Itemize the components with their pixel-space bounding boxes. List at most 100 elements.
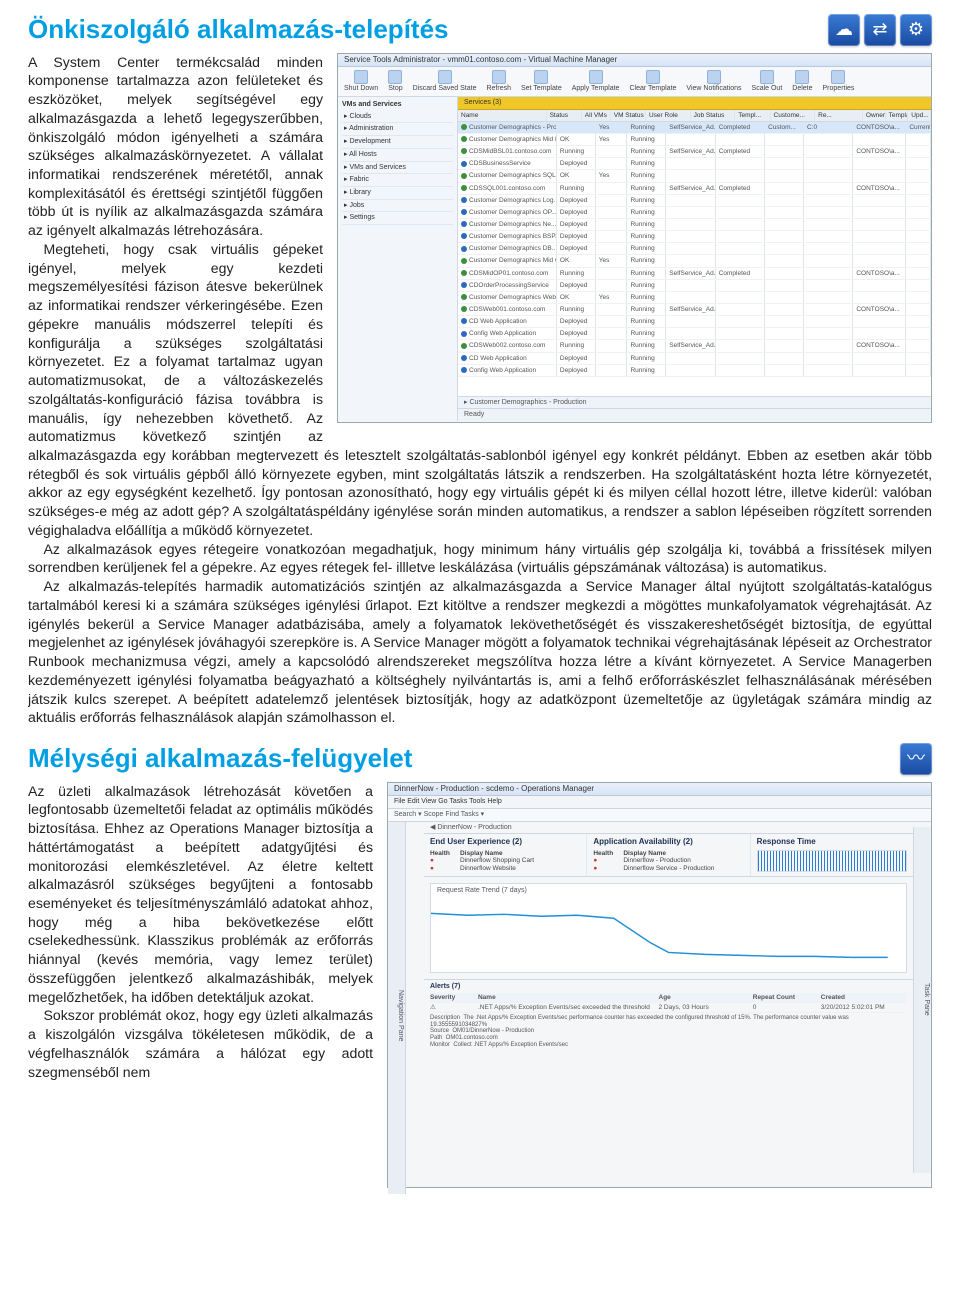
gear-icon: ⚙ <box>900 14 932 46</box>
section1-p4: Az alkalmazás-telepítés harmadik automat… <box>28 577 932 727</box>
ss2-breadcrumb: ◀ DinnerNow - Production <box>424 822 913 835</box>
table-row[interactable]: Customer Demographics DB...DeployedRunni… <box>458 243 931 255</box>
table-row[interactable]: Customer Demographics SQL TierOKYesRunni… <box>458 170 931 182</box>
column-header[interactable]: Upd... <box>908 110 931 121</box>
table-row[interactable]: CDSMidOP01.contoso.comRunningRunningSelf… <box>458 268 931 280</box>
cell: 3/20/2012 5:02:01 PM <box>821 1004 907 1011</box>
table-row[interactable]: Customer Demographics OP...DeployedRunni… <box>458 207 931 219</box>
ss2-alerts: Alerts (7) Severity Name Age Repeat Coun… <box>424 979 913 1051</box>
dashboard-panel: Response Time <box>751 834 913 876</box>
ss2-right-strip: Task Pane <box>913 827 931 1173</box>
col: Repeat Count <box>753 994 813 1001</box>
toolbar-button[interactable]: Scale Out <box>752 70 783 93</box>
nav-item[interactable]: ▸ Administration <box>342 123 453 136</box>
toolbar-button[interactable]: Discard Saved State <box>413 70 477 93</box>
ss2-alerts-title: Alerts (7) <box>430 983 907 991</box>
column-header[interactable]: Status <box>547 110 582 121</box>
toolbar-button[interactable]: Set Template <box>521 70 562 93</box>
table-row[interactable]: Customer Demographics Log...DeployedRunn… <box>458 195 931 207</box>
ss1-nav-title: VMs and Services <box>342 101 453 109</box>
table-row[interactable]: Customer Demographics Mid BSL...OKYesRun… <box>458 134 931 146</box>
section1-p3: Az alkalmazások egyes rétegeire vonatkoz… <box>28 540 932 577</box>
cell: 0 <box>753 1004 813 1011</box>
ss1-grid-rows: Customer Demographics - Producti...YesRu… <box>458 122 931 396</box>
ss1-nav: VMs and Services ▸ Clouds▸ Administratio… <box>338 97 458 421</box>
column-header[interactable]: User Role <box>646 110 691 121</box>
toolbar-button[interactable]: Delete <box>792 70 812 93</box>
table-row[interactable]: CDSWeb002.contoso.comRunningRunningSelfS… <box>458 340 931 352</box>
ss1-grid-header: NameStatusAll VMsVM StatusUser RoleJob S… <box>458 110 931 122</box>
ss2-chart: Request Rate Trend (7 days) <box>430 883 907 973</box>
cloud-icon: ☁ <box>828 14 860 46</box>
section1-title: Önkiszolgáló alkalmazás-telepítés <box>28 12 828 47</box>
table-row[interactable]: CDOrderProcessingServiceDeployedRunning <box>458 280 931 292</box>
table-row[interactable]: CDSMidBSL01.contoso.comRunningRunningSel… <box>458 146 931 158</box>
column-header[interactable]: Owner <box>863 110 886 121</box>
ss2-titlebar: DinnerNow - Production - scdemo - Operat… <box>388 783 931 797</box>
monitor-icon: 〰 <box>900 743 932 775</box>
column-header[interactable]: Re... <box>815 110 863 121</box>
nav-item[interactable]: ▸ Clouds <box>342 111 453 124</box>
toolbar-button[interactable]: Apply Template <box>572 70 620 93</box>
opsmgr-screenshot: DinnerNow - Production - scdemo - Operat… <box>387 782 932 1188</box>
table-row[interactable]: CDSSQL001.contoso.comRunningRunningSelfS… <box>458 183 931 195</box>
table-row[interactable]: Customer Demographics Mid OP...OKYesRunn… <box>458 255 931 267</box>
nav-item[interactable]: ▸ Library <box>342 187 453 200</box>
dashboard-panel: End User Experience (2)HealthDisplay Nam… <box>424 834 587 876</box>
table-row[interactable]: CD Web ApplicationDeployedRunning <box>458 353 931 365</box>
section1-icons: ☁ ⇄ ⚙ <box>828 12 932 46</box>
section2-title: Mélységi alkalmazás-felügyelet <box>28 741 900 776</box>
ss2-left-strip: Navigation Pane <box>388 822 406 1194</box>
vmm-screenshot: Service Tools Administrator - vmm01.cont… <box>337 53 932 423</box>
alert-monitor: Collect .NET Apps/% Exception Events/sec <box>453 1042 568 1048</box>
column-header[interactable]: Name <box>458 110 547 121</box>
cell: ⚠ <box>430 1004 470 1011</box>
cell: 2 Days, 03 Hours <box>659 1004 745 1011</box>
dashboard-panel: Application Availability (2)HealthDispla… <box>587 834 750 876</box>
ss1-titlebar: Service Tools Administrator - vmm01.cont… <box>338 54 931 68</box>
toolbar-button[interactable]: Stop <box>388 70 402 93</box>
nav-item[interactable]: ▸ Development <box>342 136 453 149</box>
nav-item[interactable]: ▸ All Hosts <box>342 149 453 162</box>
column-header[interactable]: Templ... <box>735 110 770 121</box>
ss2-panels: End User Experience (2)HealthDisplay Nam… <box>424 834 913 877</box>
network-icon: ⇄ <box>864 14 896 46</box>
toolbar-button[interactable]: Shut Down <box>344 70 378 93</box>
table-row[interactable]: Customer Demographics Web TierOKYesRunni… <box>458 292 931 304</box>
toolbar-button[interactable]: Properties <box>823 70 855 93</box>
table-row[interactable]: Config Web ApplicationDeployedRunning <box>458 365 931 377</box>
toolbar-button[interactable]: Clear Template <box>629 70 676 93</box>
alert-source: OM01/DinnerNow - Production <box>452 1028 534 1034</box>
alert-path: OM01.contoso.com <box>446 1035 498 1041</box>
ss1-list-header: Services (3) <box>464 99 501 106</box>
nav-item[interactable]: ▸ VMs and Services <box>342 162 453 175</box>
cell: .NET Apps/% Exception Events/sec exceede… <box>478 1004 651 1011</box>
column-header[interactable]: Template Update Status <box>886 110 909 121</box>
col: Age <box>659 994 745 1001</box>
ss1-status: Ready <box>458 408 931 421</box>
ss1-footer-service: Customer Demographics - Production <box>469 399 586 406</box>
column-header[interactable]: All VMs <box>582 110 611 121</box>
ss1-footer: ▸ Customer Demographics - Production <box>458 396 931 409</box>
column-header[interactable]: Job Status <box>691 110 736 121</box>
table-row[interactable]: CD Web ApplicationDeployedRunning <box>458 316 931 328</box>
column-header[interactable]: VM Status <box>611 110 646 121</box>
toolbar-button[interactable]: View Notifications <box>686 70 741 93</box>
nav-item[interactable]: ▸ Jobs <box>342 200 453 213</box>
toolbar-button[interactable]: Refresh <box>486 70 511 93</box>
ss2-menu: File Edit View Go Tasks Tools Help <box>388 796 931 809</box>
nav-item[interactable]: ▸ Settings <box>342 212 453 225</box>
table-row[interactable]: Customer Demographics Ne...DeployedRunni… <box>458 219 931 231</box>
table-row[interactable]: CDSWeb001.contoso.comRunningRunningSelfS… <box>458 304 931 316</box>
ss1-toolbar: Shut Down Stop Discard Saved State Refresh S… <box>338 67 931 97</box>
nav-item[interactable]: ▸ Fabric <box>342 174 453 187</box>
alert-desc: The .Net Apps/% Exception Events/sec per… <box>430 1015 849 1028</box>
table-row[interactable]: Customer Demographics BSP...DeployedRunn… <box>458 231 931 243</box>
col: Severity <box>430 994 470 1001</box>
table-row[interactable]: Customer Demographics - Producti...YesRu… <box>458 122 931 134</box>
table-row[interactable]: CDSBusinessServiceDeployedRunning <box>458 158 931 170</box>
table-row[interactable]: Config Web ApplicationDeployedRunning <box>458 328 931 340</box>
ss1-service-header: Services (3) <box>458 97 931 110</box>
section2-icons: 〰 <box>900 741 932 775</box>
column-header[interactable]: Custome... <box>771 110 816 121</box>
